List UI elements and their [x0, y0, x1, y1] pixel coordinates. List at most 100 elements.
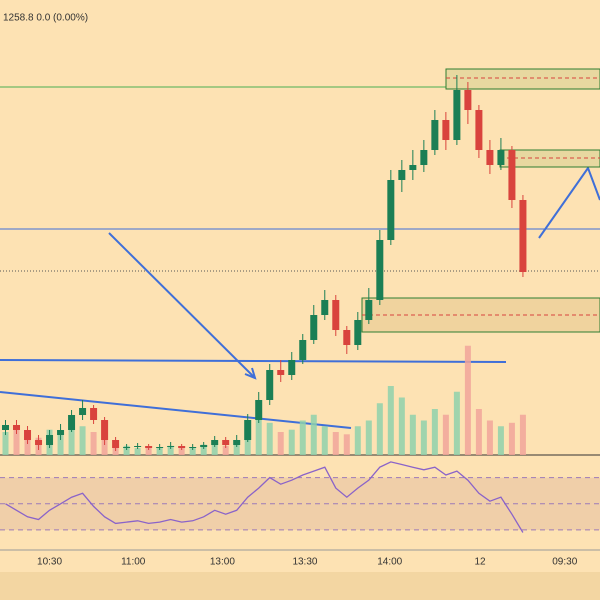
volume-bar	[79, 426, 86, 455]
volume-bar	[178, 446, 185, 455]
volume-bar	[299, 420, 306, 455]
candle-body	[288, 360, 296, 375]
volume-bar	[497, 426, 504, 455]
candle-body	[475, 110, 483, 150]
volume-bar	[233, 441, 240, 455]
volume-bar	[134, 448, 141, 455]
volume-bar	[189, 448, 196, 455]
volume-bar	[222, 445, 229, 455]
volume-bar	[266, 422, 273, 455]
candle-body	[266, 370, 274, 400]
volume-bar	[519, 414, 526, 455]
x-tick-label: 13:30	[292, 557, 317, 568]
candle-body	[57, 430, 65, 435]
trend-line	[0, 359, 507, 363]
volume-bar	[475, 409, 482, 455]
candle-body	[442, 120, 450, 140]
candle-body	[299, 340, 307, 360]
candle-body	[101, 420, 109, 440]
volume-bar	[332, 432, 339, 455]
candle-body	[453, 90, 461, 140]
volume-bar	[123, 445, 130, 455]
x-tick-label: 12	[474, 557, 486, 568]
candle-body	[167, 446, 175, 447]
candle-body	[123, 447, 131, 448]
candle-body	[255, 400, 263, 420]
volume-bar	[145, 446, 152, 455]
volume-bar	[442, 414, 449, 455]
candle-body	[387, 180, 395, 240]
volume-bar	[277, 432, 284, 455]
candle-body	[68, 415, 76, 430]
candle-body	[354, 320, 362, 345]
x-axis-area	[0, 550, 600, 572]
projection	[538, 165, 600, 239]
candle-body	[156, 447, 164, 448]
x-tick-label: 13:00	[210, 557, 235, 568]
volume-bar	[453, 391, 460, 455]
candle-body	[398, 170, 406, 180]
candle-body	[486, 150, 494, 165]
candle-body	[431, 120, 439, 150]
volume-bar	[387, 386, 394, 455]
volume-bar	[24, 434, 31, 455]
volume-bar	[200, 444, 207, 455]
volume-bar	[508, 422, 515, 455]
x-tick-label: 14:00	[377, 557, 402, 568]
volume-bar	[354, 426, 361, 455]
volume-bar	[2, 432, 9, 455]
x-tick-label: 11:00	[121, 557, 146, 568]
footer-bar	[0, 572, 600, 600]
candle-body	[420, 150, 428, 165]
candle-body	[508, 150, 516, 200]
volume-bar	[211, 443, 218, 455]
candle-body	[376, 240, 384, 300]
candle-body	[365, 300, 373, 320]
candle-body	[46, 435, 54, 445]
volume-bar	[409, 414, 416, 455]
candle-body	[13, 425, 21, 430]
volume-bar	[343, 434, 350, 455]
candle-body	[277, 370, 285, 375]
candle-body	[189, 447, 197, 448]
volume-bar	[431, 409, 438, 455]
volume-bar	[321, 426, 328, 455]
candle-body	[222, 440, 230, 445]
volume-bar	[376, 403, 383, 455]
volume-bar	[13, 426, 20, 455]
candle-body	[200, 445, 208, 447]
x-tick-label: 10:30	[37, 557, 62, 568]
rsi-line	[5, 461, 524, 533]
candle-body	[464, 90, 472, 110]
candle-body	[497, 150, 505, 165]
candle-body	[24, 430, 32, 440]
candle-body	[233, 440, 241, 445]
arrow-head	[244, 367, 257, 380]
candle-body	[134, 446, 142, 447]
volume-bar	[365, 420, 372, 455]
volume-bar	[90, 432, 97, 455]
zone-box	[445, 68, 600, 90]
arrow-line	[108, 232, 256, 379]
volume-bar	[167, 445, 174, 455]
volume-bar	[255, 414, 262, 455]
volume-bar	[420, 420, 427, 455]
volume-bar	[288, 429, 295, 455]
candle-body	[90, 408, 98, 420]
candle-body	[178, 446, 186, 448]
candle-body	[145, 446, 153, 448]
price-header: 1258.8 0.0 (0.00%)	[3, 13, 88, 24]
candle-body	[112, 440, 120, 448]
volume-bar	[156, 448, 163, 455]
candle-body	[35, 440, 43, 445]
candle-body	[2, 425, 10, 430]
volume-bar	[486, 420, 493, 455]
volume-bar	[101, 437, 108, 455]
candle-body	[409, 165, 417, 170]
candle-body	[343, 330, 351, 345]
candle-body	[310, 315, 318, 340]
candle-body	[321, 300, 329, 315]
volume-bar	[464, 345, 471, 455]
trend-line	[0, 391, 352, 429]
